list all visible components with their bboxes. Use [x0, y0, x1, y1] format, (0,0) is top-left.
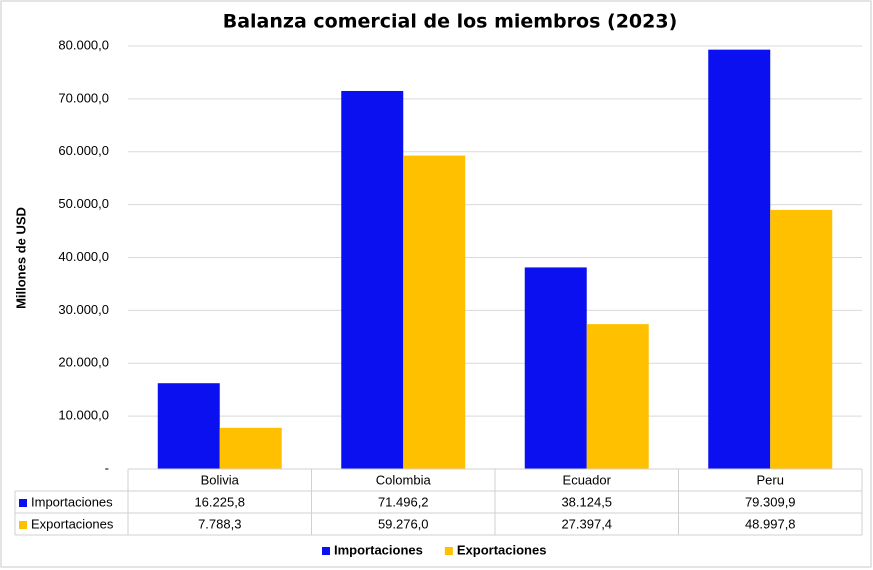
table-row-label: Importaciones [31, 494, 113, 509]
table-legend-key [19, 521, 27, 529]
x-tick-label: Bolivia [201, 472, 240, 487]
table-legend-key [19, 499, 27, 507]
bar [708, 49, 771, 470]
y-tick-label: 50.000,0 [58, 196, 109, 211]
data-label: 79.309,9 [745, 494, 796, 509]
x-tick-label: Peru [757, 472, 784, 487]
chart-title: Balanza comercial de los miembros (2023) [223, 11, 678, 33]
data-label: 27.397,4 [561, 516, 612, 531]
y-tick-label: 40.000,0 [58, 249, 109, 264]
data-label: 38.124,5 [561, 494, 612, 509]
legend-key [444, 547, 453, 555]
table-row-label: Exportaciones [31, 516, 114, 531]
y-tick-label: 20.000,0 [58, 355, 109, 370]
y-tick-label: 30.000,0 [58, 302, 109, 317]
y-tick-label: 70.000,0 [58, 90, 109, 105]
bar [586, 324, 649, 469]
y-axis-label: Millones de USD [13, 207, 28, 309]
y-tick-label: 80.000,0 [58, 37, 109, 52]
data-label: 59.276,0 [378, 516, 429, 531]
data-label: 16.225,8 [194, 494, 245, 509]
bar [157, 383, 220, 469]
y-tick-label: - [105, 460, 109, 475]
legend-key [322, 547, 330, 555]
y-tick-label: 10.000,0 [58, 408, 109, 423]
bar [219, 427, 282, 469]
y-tick-label: 60.000,0 [58, 143, 109, 158]
data-label: 71.496,2 [378, 494, 429, 509]
bar [770, 209, 833, 469]
x-tick-label: Colombia [376, 472, 432, 487]
legend-label: Exportaciones [457, 542, 547, 557]
bar [403, 155, 466, 469]
bar [524, 267, 587, 469]
x-tick-label: Ecuador [563, 472, 612, 487]
legend-label: Importaciones [334, 542, 423, 557]
data-label: 7.788,3 [198, 516, 241, 531]
bar [341, 90, 404, 470]
data-label: 48.997,8 [745, 516, 796, 531]
